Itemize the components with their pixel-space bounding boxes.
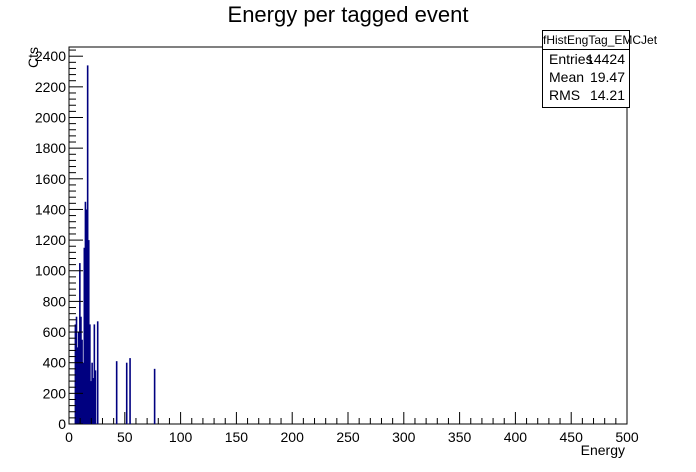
x-tick-label-6: 300: [392, 429, 416, 445]
histogram-bar-3: [77, 332, 80, 424]
stats-box: fHistEngTag_EMCJet Entries 14424 Mean 19…: [542, 30, 657, 108]
histogram-bar-13: [89, 324, 91, 424]
stats-mean-row: Mean 19.47: [543, 68, 629, 86]
stats-mean-label: Mean: [549, 69, 585, 85]
stats-mean-value: 19.47: [589, 69, 625, 85]
x-tick-label-4: 200: [281, 429, 305, 445]
chart-title: Energy per tagged event: [227, 2, 469, 27]
histogram-bar-9: [84, 201, 87, 424]
y-tick-label-8: 1600: [35, 171, 66, 187]
histogram-bar-1: [75, 316, 78, 424]
stats-rms-row: RMS 14.21: [543, 86, 629, 104]
y-axis-label: Cts: [25, 47, 41, 68]
stats-entries-row: Entries 14424: [543, 50, 629, 68]
stats-entries-value: 14424: [586, 51, 625, 67]
y-tick-label-7: 1400: [35, 201, 66, 217]
histogram-bar-22: [129, 358, 131, 424]
x-tick-label-5: 250: [336, 429, 360, 445]
x-tick-label-2: 100: [169, 429, 193, 445]
histogram-bar-4: [79, 263, 81, 424]
stats-entries-label: Entries: [549, 51, 593, 67]
histogram-bar-6: [81, 339, 83, 424]
x-tick-label-3: 150: [225, 429, 249, 445]
y-tick-label-2: 400: [43, 355, 67, 371]
histogram-bar-5: [80, 316, 82, 424]
y-tick-label-1: 200: [43, 385, 67, 401]
y-tick-label-9: 1800: [35, 140, 66, 156]
x-tick-label-0: 0: [65, 429, 73, 445]
x-tick-label-9: 450: [560, 429, 584, 445]
y-tick-label-3: 600: [43, 324, 67, 340]
histogram-bar-11: [86, 65, 89, 424]
x-tick-label-8: 400: [504, 429, 528, 445]
y-tick-label-11: 2200: [35, 79, 66, 95]
y-tick-label-12: 2400: [35, 48, 66, 64]
histogram-bar-10: [85, 209, 88, 424]
histogram-bar-7: [82, 362, 84, 424]
histogram-bar-0: [74, 324, 77, 424]
x-tick-label-1: 50: [117, 429, 133, 445]
x-axis-label: Energy: [581, 442, 625, 458]
y-tick-label-10: 2000: [35, 109, 66, 125]
stats-rms-value: 14.21: [589, 87, 625, 103]
histogram-bar-20: [115, 361, 118, 424]
y-tick-label-6: 1200: [35, 232, 66, 248]
histogram-bar-14: [90, 381, 92, 424]
histogram-bar-18: [94, 370, 97, 424]
histogram-bar-12: [87, 240, 90, 424]
x-tick-label-7: 350: [448, 429, 472, 445]
stats-rms-label: RMS: [549, 87, 581, 103]
histogram-bar-21: [125, 362, 128, 424]
x-tick-label-10: 500: [615, 429, 639, 445]
y-tick-label-0: 0: [58, 416, 66, 432]
y-tick-label-4: 800: [43, 293, 67, 309]
stats-histogram-name: fHistEngTag_EMCJet: [543, 31, 657, 50]
histogram-bar-16: [92, 378, 95, 424]
y-tick-label-5: 1000: [35, 263, 66, 279]
histogram-bar-8: [83, 247, 86, 424]
histogram-bar-19: [96, 321, 99, 424]
histogram-bar-15: [91, 362, 93, 424]
histogram-bar-17: [93, 324, 96, 424]
histogram-bar-23: [153, 368, 156, 424]
histogram-bar-2: [76, 347, 79, 424]
